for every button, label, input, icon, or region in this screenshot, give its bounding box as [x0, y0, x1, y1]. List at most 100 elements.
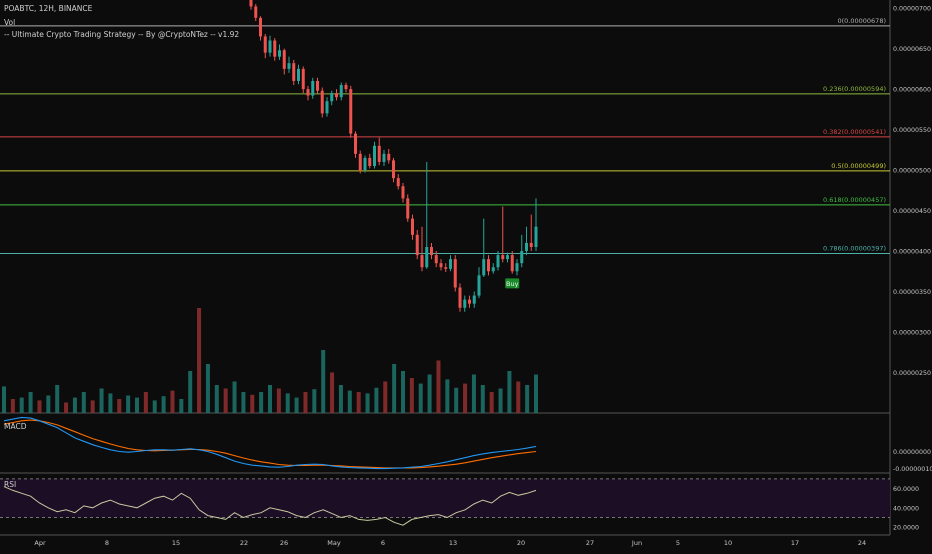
candle-body-6: [278, 50, 281, 57]
candle-body-12: [306, 89, 310, 96]
volume-bar-24: [214, 385, 219, 413]
candle-body-10: [297, 68, 300, 81]
candle-body-56: [515, 263, 519, 272]
volume-bar-60: [534, 374, 538, 413]
volume-bar-39: [347, 390, 352, 413]
candle-body-44: [458, 287, 462, 308]
candle-body-33: [406, 198, 410, 219]
candle-body-23: [358, 153, 362, 171]
time-tick-11: 5: [676, 539, 680, 547]
volume-bar-49: [436, 360, 441, 413]
candle-body-26: [373, 145, 376, 167]
volume-bar-2: [19, 397, 24, 413]
time-tick-14: 24: [858, 539, 866, 547]
candle-body-30: [392, 160, 395, 179]
candle-body-9: [292, 63, 296, 81]
fib-label-2: 0.382(0.00000541): [823, 128, 886, 136]
candle-body-34: [411, 218, 414, 235]
candle-body-41: [444, 267, 448, 269]
rsi-tick-2: 20.0000: [893, 525, 919, 532]
volume-bar-17: [152, 400, 157, 413]
candle-body-50: [487, 259, 490, 272]
macd-tick-1: -0.00000010: [893, 466, 932, 473]
time-tick-12: 10: [724, 539, 732, 547]
candle-body-5: [273, 40, 277, 57]
volume-bar-10: [90, 400, 95, 413]
volume-bar-34: [303, 392, 308, 413]
candle-body-1: [254, 6, 258, 18]
candle-body-45: [463, 299, 467, 308]
rsi-pane: [0, 478, 890, 526]
candle-body-38: [430, 246, 433, 256]
volume-bar-40: [356, 392, 361, 413]
fib-label-4: 0.618(0.00000457): [823, 196, 886, 204]
fib-label-3: 0.5(0.00000499): [831, 162, 886, 170]
price-tick-7: 0.00000350: [893, 289, 931, 296]
candles: [249, 0, 538, 312]
volume-bar-1: [10, 399, 15, 413]
macd-pane: [3, 416, 537, 470]
candle-body-17: [330, 93, 334, 102]
price-tick-2: 0.00000600: [893, 87, 931, 94]
volume-bar-19: [170, 390, 175, 413]
volume-bar-41: [365, 393, 370, 413]
volume-bar-20: [179, 399, 184, 413]
candle-body-16: [325, 101, 329, 114]
candle-body-25: [368, 157, 372, 167]
time-tick-6: 6: [381, 539, 385, 547]
time-tick-8: 20: [517, 539, 525, 547]
volume-bar-59: [525, 385, 530, 413]
candle-body-22: [354, 133, 357, 154]
volume-bar-46: [409, 378, 414, 413]
volume-bar-13: [117, 399, 122, 413]
volume-bar-33: [294, 397, 299, 413]
buy-badge-box: [505, 278, 520, 289]
time-tick-2: 15: [172, 539, 180, 547]
fib-levels: 0(0.00000678) 0.236(0.00000594) 0.382(0.00…: [0, 17, 890, 254]
time-tick-3: 22: [240, 539, 248, 547]
volume-bar-18: [161, 396, 166, 413]
volume-bar-30: [268, 385, 272, 413]
volume-bar-4: [37, 400, 42, 413]
price-tick-1: 0.00000650: [893, 46, 931, 53]
volume-bar-51: [454, 387, 459, 413]
volume-bar-58: [516, 381, 521, 413]
candle-body-21: [349, 89, 353, 134]
indicator-strategy-label[interactable]: -- Ultimate Crypto Trading Strategy -- B…: [4, 30, 240, 39]
volume-bar-29: [259, 392, 264, 413]
price-tick-0: 0.00000700: [893, 6, 931, 13]
price-tick-8: 0.00000300: [893, 330, 931, 337]
volume-bar-8: [72, 397, 77, 413]
time-tick-4: 26: [280, 539, 288, 547]
macd-pane-label[interactable]: MACD: [4, 422, 27, 431]
price-tick-6: 0.00000400: [893, 249, 931, 256]
volume-bar-37: [330, 372, 335, 413]
volume-bar-9: [81, 392, 86, 413]
price-tick-4: 0.00000500: [893, 168, 931, 175]
time-tick-7: 13: [449, 539, 457, 547]
volume-bar-57: [507, 371, 512, 413]
fib-label-0: 0(0.00000678): [838, 17, 887, 25]
volume-bar-7: [64, 402, 69, 413]
candle-body-49: [482, 259, 486, 276]
candle-body-11: [301, 68, 305, 90]
indicator-vol-label[interactable]: Vol: [4, 18, 16, 27]
volume-bar-48: [427, 374, 432, 413]
rsi-pane-label[interactable]: RSI: [4, 480, 17, 489]
candle-body-48: [477, 275, 481, 296]
price-tick-5: 0.00000450: [893, 208, 931, 215]
rsi-tick-0: 60.0000: [893, 486, 919, 493]
candle-body-28: [382, 153, 386, 162]
candle-body-24: [363, 157, 367, 171]
candle-body-37: [425, 246, 429, 268]
candle-body-18: [335, 93, 338, 98]
price-tick-3: 0.00000550: [893, 127, 931, 134]
volume-bar-31: [276, 388, 281, 413]
time-tick-5: May: [327, 539, 341, 547]
candle-body-29: [387, 153, 391, 161]
volume-bar-22: [197, 308, 202, 413]
candle-body-20: [344, 85, 348, 90]
time-tick-10: Jun: [631, 539, 642, 547]
volume-bar-14: [126, 395, 131, 413]
